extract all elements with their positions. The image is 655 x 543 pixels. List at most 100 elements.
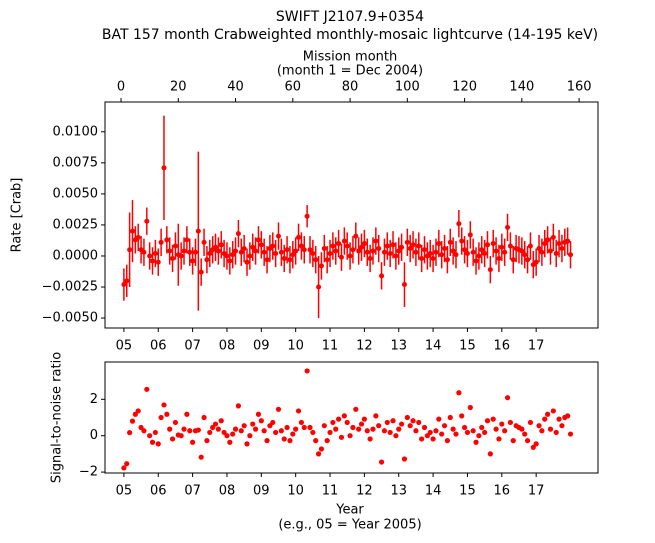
data-point: [215, 426, 221, 432]
x2-tick-label: 40: [227, 80, 244, 95]
data-point: [461, 424, 468, 431]
data-point: [235, 231, 241, 237]
data-point: [321, 423, 327, 429]
data-point: [255, 237, 261, 243]
data-point: [473, 258, 479, 264]
data-point: [327, 429, 333, 436]
data-point: [324, 257, 330, 263]
data-point: [533, 259, 539, 265]
data-point: [336, 241, 342, 247]
data-point: [195, 427, 201, 433]
data-point: [484, 418, 491, 424]
data-point: [198, 454, 204, 460]
data-point: [367, 255, 373, 261]
data-point: [227, 439, 233, 445]
data-point: [522, 431, 528, 437]
data-point: [504, 395, 511, 401]
data-point: [213, 244, 219, 250]
data-point: [301, 424, 307, 431]
data-point: [547, 248, 553, 254]
data-point: [419, 436, 425, 442]
data-point: [539, 428, 545, 434]
data-point: [439, 252, 445, 258]
data-point: [330, 243, 336, 249]
data-point: [318, 446, 325, 452]
data-point: [565, 413, 571, 419]
data-point: [333, 426, 339, 432]
x-axis-label: (e.g., 05 = Year 2005): [278, 518, 421, 533]
data-point: [244, 259, 250, 265]
data-point: [433, 428, 439, 434]
data-point: [527, 419, 534, 426]
data-point: [399, 421, 405, 427]
data-point: [195, 228, 201, 234]
data-point: [152, 429, 158, 436]
x-tick-label: 14: [425, 339, 442, 354]
data-point: [396, 248, 402, 254]
data-point: [241, 246, 247, 252]
data-point: [522, 252, 528, 258]
data-point: [169, 436, 176, 442]
y-tick-label: 0.0100: [53, 124, 99, 139]
data-point: [376, 246, 382, 252]
data-point: [479, 424, 485, 431]
data-point: [247, 253, 253, 259]
data-point: [184, 411, 190, 417]
data-point: [399, 244, 405, 250]
data-point: [396, 426, 402, 432]
data-point: [232, 426, 239, 432]
data-point: [315, 451, 322, 457]
data-point: [261, 249, 267, 255]
data-point: [433, 249, 439, 255]
data-point: [227, 258, 233, 264]
data-point: [487, 451, 493, 457]
data-point: [290, 252, 296, 258]
x-axis-label: Year: [335, 503, 364, 518]
x2-tick-label: 120: [452, 80, 477, 95]
data-point: [207, 250, 213, 256]
x-tick-label: 08: [219, 339, 236, 354]
data-point: [230, 252, 236, 258]
data-point: [238, 249, 244, 255]
data-point: [158, 414, 164, 421]
data-point: [542, 241, 548, 247]
data-point: [190, 258, 196, 264]
data-point: [487, 267, 493, 273]
data-point: [378, 459, 385, 465]
x-tick-label: 12: [356, 484, 373, 499]
data-point: [333, 248, 339, 254]
x-tick-label: 16: [494, 484, 511, 499]
data-point: [370, 426, 376, 432]
data-point: [253, 248, 259, 254]
data-point: [381, 249, 387, 255]
data-point: [316, 284, 322, 290]
data-point: [250, 421, 256, 427]
data-point: [233, 248, 239, 254]
data-point: [161, 402, 167, 408]
data-point: [499, 244, 505, 250]
data-point: [298, 419, 304, 426]
y-tick-label: 0.0075: [53, 155, 99, 170]
data-point: [187, 428, 193, 434]
data-point: [295, 408, 302, 414]
data-point: [338, 434, 345, 440]
x-tick-label: 05: [116, 484, 133, 499]
data-point: [476, 253, 482, 259]
data-point: [565, 238, 571, 244]
data-point: [147, 253, 153, 259]
y-tick-label: −0.0025: [42, 280, 98, 295]
data-point: [135, 408, 141, 414]
data-point: [484, 242, 490, 248]
data-point: [293, 426, 299, 432]
data-point: [181, 426, 187, 432]
data-point: [496, 436, 502, 442]
x2-tick-label: 80: [342, 80, 359, 95]
data-point: [490, 416, 496, 422]
x-tick-label: 07: [184, 484, 201, 499]
data-point: [178, 433, 184, 439]
data-point: [281, 436, 287, 442]
data-point: [373, 238, 379, 244]
data-point: [447, 239, 453, 245]
x-tick-label: 09: [253, 339, 270, 354]
data-point: [178, 253, 184, 259]
